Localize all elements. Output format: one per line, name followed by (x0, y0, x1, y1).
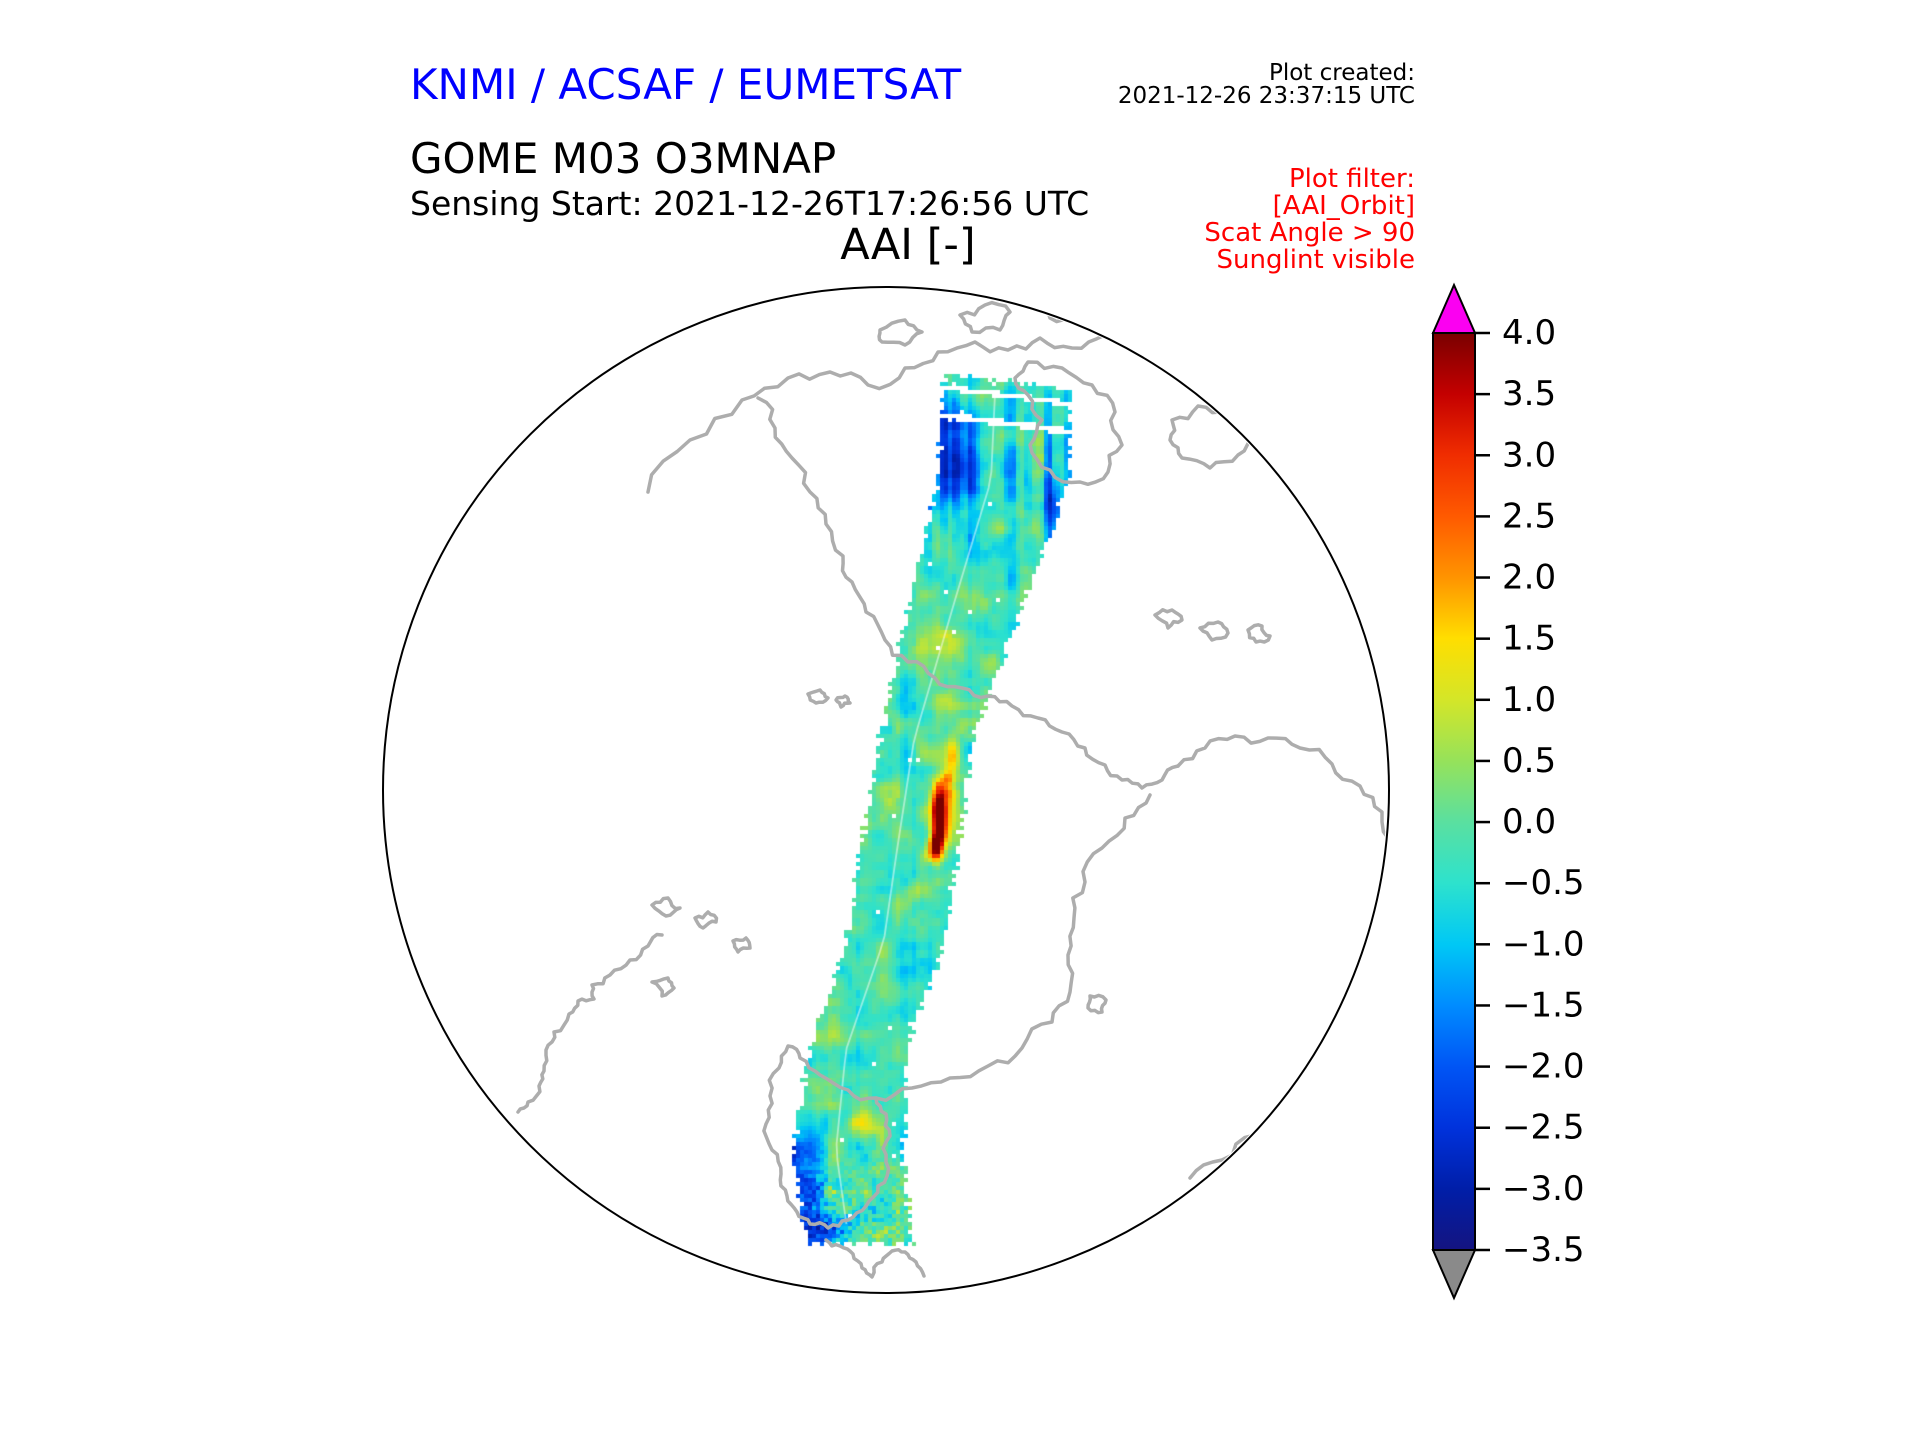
coastline-tierra-del-fuego (824, 1238, 926, 1279)
colorbar-tick-label: −3.5 (1502, 1230, 1585, 1270)
coastline-newfoundland (1168, 404, 1253, 470)
filter-line: [AAI_Orbit] (1272, 191, 1415, 221)
colorbar-under-arrow (1431, 1249, 1477, 1301)
coastline-southern-cone (762, 1044, 892, 1230)
colorbar-tick-label: −1.5 (1502, 985, 1585, 1025)
colorbar-tick-label: 0.0 (1502, 802, 1556, 842)
filter-line: Sunglint visible (1216, 245, 1415, 275)
colorbar-over-arrow (1431, 282, 1477, 334)
sensing-start-line: Sensing Start: 2021-12-26T17:26:56 UTC (410, 184, 1090, 223)
globe-outline (382, 286, 1390, 1294)
colorbar-tick-label: 1.0 (1502, 680, 1556, 720)
colorbar-tick-label: 3.0 (1502, 435, 1556, 475)
coastline-hawaii-b (834, 694, 852, 709)
coastline-carib-island-a (1153, 608, 1184, 630)
coastline-sa-west-coast (874, 793, 1152, 1103)
coastline-hawaii-a (806, 688, 830, 705)
plot-created-label: Plot created: (1268, 60, 1415, 86)
coastline-arctic-island-b (1038, 290, 1092, 325)
colorbar-tick-label: 2.0 (1502, 558, 1556, 598)
colorbar-tick-label: −3.0 (1502, 1169, 1585, 1209)
coastline-na-west-coast (756, 396, 1180, 790)
coastline-arctic-coast (646, 333, 1302, 494)
organization-title: KNMI / ACSAF / EUMETSAT (410, 60, 962, 109)
plot-created-time: 2021-12-26 23:37:15 UTC (1117, 83, 1415, 109)
colorbar-tick-label: 0.5 (1502, 741, 1556, 781)
coastline-left-island (650, 976, 676, 998)
colorbar-gradient-bar (1432, 332, 1476, 1251)
filter-line: Scat Angle > 90 (1204, 218, 1415, 248)
coastline-arctic-island-d (877, 318, 924, 347)
coastline-arctic-island-a (958, 300, 1012, 335)
colorbar-tick-label: 2.5 (1502, 496, 1556, 536)
coastline-carib-island-c (1246, 623, 1272, 644)
coastline-left-landmass-coast (516, 932, 664, 1114)
coastline-greenland-coast (1253, 378, 1387, 517)
coastline-left-islet-pair-b (693, 910, 719, 930)
coastline-island-keys (1086, 993, 1108, 1015)
coastline-arctic-island-c (1113, 296, 1160, 329)
colorbar-tick-label: 1.5 (1502, 619, 1556, 659)
filter-line: Plot filter: (1288, 164, 1415, 194)
coastline-left-islet-pair-a (650, 896, 682, 918)
product-title: GOME M03 O3MNAP (410, 134, 837, 183)
coastline-carib-island-b (1198, 620, 1230, 642)
coastline-sa-north-east-coast (1176, 734, 1387, 1180)
map-title: AAI [-] (840, 220, 976, 270)
coastlines-layer (516, 290, 1387, 1279)
colorbar-tick-label: −2.0 (1502, 1047, 1585, 1087)
colorbar-tick-label: −2.5 (1502, 1108, 1585, 1148)
coastline-small-dot (731, 936, 752, 954)
colorbar-tick-label: 4.0 (1502, 313, 1556, 353)
colorbar-tick-label: 3.5 (1502, 374, 1556, 414)
colorbar-tick-label: −1.0 (1502, 924, 1585, 964)
colorbar-tick-label: −0.5 (1502, 863, 1585, 903)
colorbar: 4.0 3.5 3.0 2.5 2.0 1.5 1.0 0.5 0.0 −0.5 −1.0 −1.5 −… (1431, 282, 1585, 1301)
coastline-hudson-bay (1013, 360, 1124, 487)
plot-filter-note: Plot filter: [AAI_Orbit] Scat Angle > 90… (1204, 166, 1415, 274)
plot-created-block: Plot created: 2021-12-26 23:37:15 UTC (1118, 62, 1415, 108)
